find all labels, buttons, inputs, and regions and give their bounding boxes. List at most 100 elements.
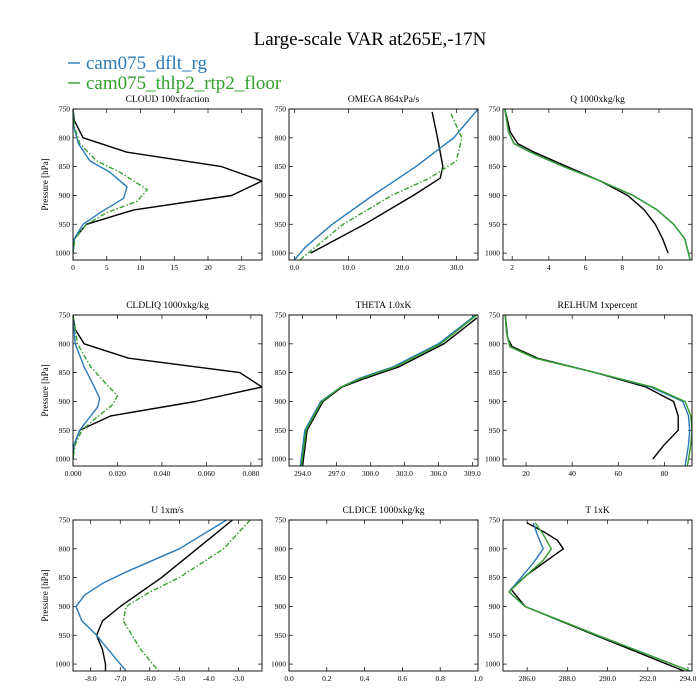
- y-tick-label: 900: [489, 602, 501, 611]
- x-tick-label: 20: [522, 469, 530, 478]
- x-tick-label: 10.0: [342, 263, 355, 272]
- plot-frame: [288, 108, 479, 261]
- y-tick-label: 1000: [271, 249, 286, 258]
- x-tick-label: 4: [547, 263, 551, 272]
- series-line: [510, 522, 685, 671]
- x-tick-label: 0.020: [109, 469, 126, 478]
- x-tick-label: -6.0: [144, 674, 156, 683]
- series-line: [301, 317, 478, 466]
- legend: cam075_dflt_rg cam075_thlp2_rtp2_floor: [68, 53, 282, 94]
- y-axis-label: Pressure [hPa]: [40, 158, 50, 210]
- y-tick-label: 750: [489, 311, 501, 320]
- panel-6: U 1xm/s Pressure [hPa] 750 800 850 900 950 1000…: [40, 506, 263, 683]
- series-group: [508, 522, 691, 671]
- y-tick-label: 750: [59, 105, 71, 114]
- panel-8: T 1xK 750 800 850 900 950 1000 286.0 288.0 290.0 2…: [485, 506, 697, 683]
- series-line: [504, 315, 692, 466]
- x-tick-label: -4.0: [203, 674, 215, 683]
- x-tick-label: -5.0: [173, 674, 185, 683]
- x-tick-label: 60: [614, 469, 622, 478]
- y-axis-label: Pressure [hPa]: [40, 569, 50, 621]
- y-tick-label: 900: [275, 397, 287, 406]
- y-tick-label: 1000: [271, 660, 286, 669]
- y-tick-label: 850: [489, 573, 501, 582]
- series-line: [73, 109, 262, 254]
- panel-3: CLDLIQ 1000xkg/kg Pressure [hPa] 750 800 850…: [40, 301, 263, 478]
- y-tick-label: 850: [59, 162, 71, 171]
- series-line: [504, 109, 691, 260]
- y-tick-label: 850: [275, 573, 287, 582]
- x-tick-label: 309.0: [464, 469, 481, 478]
- y-tick-label: 850: [489, 162, 501, 171]
- series-line: [293, 109, 478, 260]
- series-line: [299, 113, 463, 260]
- panel-0: CLOUD 100xfraction Pressure [hPa] 750 800 85…: [40, 94, 263, 272]
- y-tick-label: 1000: [55, 660, 70, 669]
- y-tick-label: 1000: [271, 455, 286, 464]
- y-tick-label: 900: [275, 602, 287, 611]
- series-line: [73, 315, 262, 460]
- y-tick-label: 850: [275, 162, 287, 171]
- plot-frame: [72, 314, 263, 467]
- series-group: [73, 109, 262, 254]
- panel-title: CLDLIQ 1000xkg/kg: [126, 301, 209, 311]
- panel-title: OMEGA 864xPa/s: [348, 95, 420, 105]
- y-tick-label: 800: [489, 133, 501, 142]
- y-tick-label: 800: [59, 339, 71, 348]
- series-group: [299, 315, 478, 466]
- y-tick-label: 750: [489, 516, 501, 525]
- panel-4: THETA 1.0xK 750 800 850 900 950 1000 294.0 297.0…: [271, 301, 481, 478]
- y-tick-label: 900: [59, 397, 71, 406]
- y-tick-label: 750: [489, 105, 501, 114]
- y-tick-label: 1000: [55, 455, 70, 464]
- plot-frame: [502, 108, 693, 261]
- x-tick-label: 20: [204, 263, 212, 272]
- x-tick-label: 10: [655, 263, 663, 272]
- y-tick-label: 800: [59, 544, 71, 553]
- plot-frame: [502, 519, 693, 672]
- y-tick-label: 850: [489, 368, 501, 377]
- series-group: [504, 109, 691, 260]
- x-tick-label: 0.080: [242, 469, 259, 478]
- y-tick-label: 950: [59, 631, 71, 640]
- plot-frame: [72, 519, 263, 672]
- series-group: [75, 520, 251, 671]
- x-tick-label: 0.040: [154, 469, 171, 478]
- y-tick-label: 950: [275, 631, 287, 640]
- panel-title: CLOUD 100xfraction: [126, 94, 210, 105]
- y-tick-label: 900: [489, 191, 501, 200]
- series-line: [122, 520, 251, 671]
- y-tick-label: 750: [59, 311, 71, 320]
- panel-2: Q 1000xkg/kg 750 800 850 900 950 1000 2 4 6 8 10: [485, 95, 693, 272]
- x-tick-label: 2: [510, 263, 514, 272]
- panel-title: RELHUM 1xpercent: [558, 301, 638, 311]
- x-tick-label: -8.0: [85, 674, 97, 683]
- figure-title: Large-scale VAR at265E,-17N: [254, 29, 487, 50]
- x-tick-label: 306.0: [430, 469, 447, 478]
- x-tick-label: 300.0: [362, 469, 379, 478]
- panel-title: THETA 1.0xK: [356, 301, 412, 311]
- y-tick-label: 900: [59, 602, 71, 611]
- y-tick-label: 750: [275, 311, 287, 320]
- y-tick-label: 750: [275, 516, 287, 525]
- plot-frame: [72, 108, 263, 261]
- series-line: [73, 315, 119, 460]
- y-tick-label: 1000: [485, 249, 500, 258]
- x-tick-label: 8: [620, 263, 624, 272]
- y-tick-label: 950: [275, 426, 287, 435]
- x-tick-label: -3.0: [232, 674, 244, 683]
- legend-label-dflt: cam075_dflt_rg: [86, 53, 208, 74]
- legend-label-floor: cam075_thlp2_rtp2_floor: [86, 73, 282, 94]
- x-tick-label: 292.0: [639, 674, 656, 683]
- y-tick-label: 750: [275, 105, 287, 114]
- x-tick-label: 0.6: [398, 674, 408, 683]
- x-tick-label: 0.0: [284, 674, 294, 683]
- y-tick-label: 800: [275, 339, 287, 348]
- series-line: [300, 315, 478, 466]
- y-axis-label: Pressure [hPa]: [40, 364, 50, 416]
- y-tick-label: 1000: [485, 660, 500, 669]
- x-tick-label: 0: [71, 263, 75, 272]
- x-tick-label: 30.0: [450, 263, 463, 272]
- x-tick-label: 40: [568, 469, 576, 478]
